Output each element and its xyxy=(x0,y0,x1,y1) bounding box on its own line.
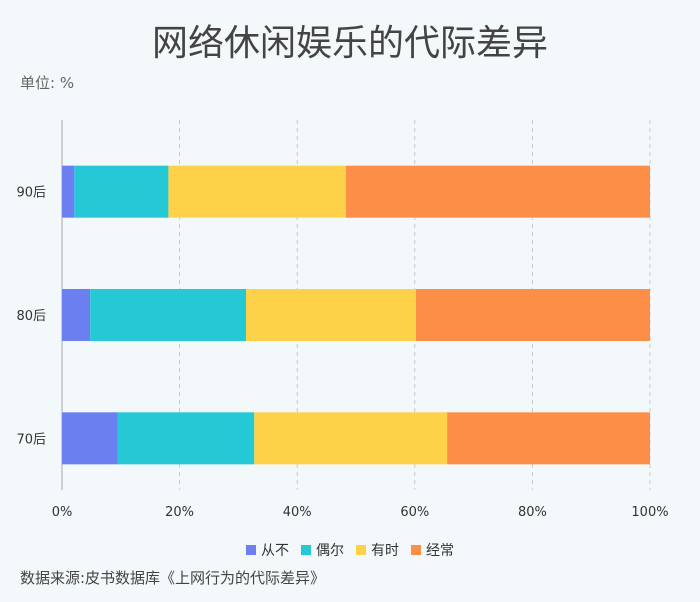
bar-segment xyxy=(74,165,169,218)
y-tick-label: 80后 xyxy=(16,309,46,324)
unit-label: 单位: % xyxy=(20,74,75,92)
chart-title: 网络休闲娱乐的代际差异 xyxy=(151,23,548,64)
bar-segment xyxy=(90,289,247,341)
legend-label: 有时 xyxy=(371,543,399,559)
bar-segment xyxy=(62,412,118,465)
x-tick-label: 100% xyxy=(631,505,668,520)
legend-label: 经常 xyxy=(426,543,454,559)
bar-segment xyxy=(62,165,75,218)
bar-segment xyxy=(62,289,91,341)
bar-segment xyxy=(117,412,255,465)
y-tick-label: 70后 xyxy=(16,432,46,447)
legend-item: 经常 xyxy=(411,543,454,559)
legend-item: 从不 xyxy=(246,543,289,559)
source-note: 数据来源:皮书数据库《上网行为的代际差异》 xyxy=(20,569,326,587)
legend-swatch xyxy=(246,545,256,555)
legend: 从不 偶尔 有时 经常 xyxy=(0,540,700,560)
x-tick-label: 0% xyxy=(52,505,73,520)
legend-label: 偶尔 xyxy=(316,543,344,559)
bar-segment xyxy=(168,165,347,218)
bar-segment xyxy=(246,289,416,341)
x-tick-label: 20% xyxy=(165,505,194,520)
legend-item: 有时 xyxy=(356,543,399,559)
x-tick-label: 80% xyxy=(518,505,547,520)
bar-segment xyxy=(415,289,650,341)
y-tick-label: 90后 xyxy=(16,186,46,201)
legend-item: 偶尔 xyxy=(301,543,344,559)
legend-swatch xyxy=(301,545,311,555)
bar-segment xyxy=(447,412,650,465)
legend-swatch xyxy=(356,545,366,555)
x-tick-label: 60% xyxy=(400,505,429,520)
bar-segment xyxy=(346,165,650,218)
legend-label: 从不 xyxy=(261,543,289,559)
x-tick-label: 40% xyxy=(283,505,312,520)
legend-swatch xyxy=(411,545,421,555)
bar-segment xyxy=(254,412,448,465)
